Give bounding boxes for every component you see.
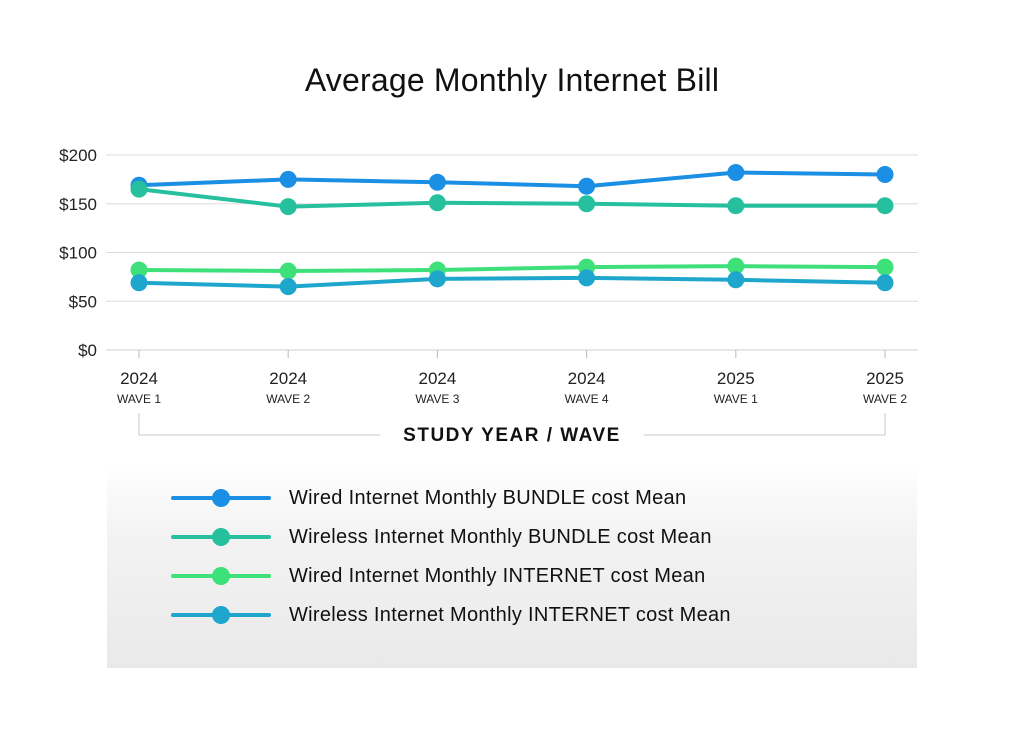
data-point [876, 274, 894, 292]
series-line [137, 187, 887, 209]
y-tick-label: $200 [59, 146, 97, 165]
data-point [428, 173, 446, 191]
x-tick-year-label: 2024 [269, 369, 307, 388]
data-point [279, 262, 297, 280]
data-point [727, 257, 745, 275]
data-point [876, 197, 894, 215]
x-tick-wave-label: WAVE 2 [863, 392, 907, 406]
chart-title: Average Monthly Internet Bill [304, 62, 720, 98]
x-tick-year-label: 2024 [120, 369, 158, 388]
x-axis-bracket-right [644, 413, 886, 436]
data-point [279, 278, 297, 296]
legend-item: Wired Internet Monthly BUNDLE cost Mean [171, 483, 686, 513]
legend-swatch [171, 600, 271, 630]
data-point [130, 261, 148, 279]
y-tick-label: $100 [59, 244, 97, 263]
x-axis-title-group: STUDY YEAR / WAVE [138, 413, 886, 446]
series-3 [130, 257, 894, 280]
data-point [727, 164, 745, 182]
legend-swatch-marker [212, 567, 230, 585]
legend-swatch-marker [212, 606, 230, 624]
legend-label: Wired Internet Monthly BUNDLE cost Mean [289, 486, 687, 509]
data-point [876, 166, 894, 183]
legend-label: Wired Internet Monthly INTERNET cost Mea… [289, 564, 706, 587]
data-point [578, 269, 596, 287]
legend-swatch [171, 561, 271, 591]
data-point [130, 180, 148, 198]
data-point [578, 177, 596, 195]
data-point [428, 270, 446, 288]
legend-swatch [171, 483, 271, 513]
data-point [279, 170, 297, 188]
legend: Wired Internet Monthly BUNDLE cost Mean W… [107, 462, 917, 668]
data-point [130, 274, 148, 292]
x-tick-wave-label: WAVE 1 [117, 392, 161, 406]
y-tick-label: $50 [69, 292, 97, 311]
series-line [137, 170, 887, 189]
data-point [279, 198, 297, 216]
data-point [578, 195, 596, 213]
data-point [428, 194, 446, 212]
series-4 [130, 269, 894, 296]
series-1 [130, 164, 894, 195]
series-line [137, 264, 887, 274]
x-axis-bracket-left [138, 413, 380, 436]
series-layer [130, 164, 894, 296]
data-point [727, 197, 745, 215]
legend-swatch-marker [212, 489, 230, 507]
x-tick-wave-label: WAVE 3 [415, 392, 459, 406]
x-tick-wave-label: WAVE 4 [565, 392, 609, 406]
axes: $0 $50 $100 $150 $200 2024 WAVE 1 2024 WAVE 2 202… [59, 146, 907, 406]
legend-swatch [171, 522, 271, 552]
data-point [876, 258, 894, 276]
x-tick-wave-label: WAVE 2 [266, 392, 310, 406]
x-tick-wave-label: WAVE 1 [714, 392, 758, 406]
x-tick-year-label: 2025 [866, 369, 904, 388]
legend-label: Wireless Internet Monthly INTERNET cost … [289, 603, 731, 626]
series-2 [130, 180, 894, 216]
x-tick-year-label: 2024 [418, 369, 456, 388]
x-axis-title: STUDY YEAR / WAVE [403, 425, 621, 446]
legend-label: Wireless Internet Monthly BUNDLE cost Me… [289, 525, 712, 548]
y-tick-label: $0 [78, 341, 97, 360]
legend-item: Wireless Internet Monthly BUNDLE cost Me… [171, 522, 712, 552]
legend-item: Wireless Internet Monthly INTERNET cost … [171, 600, 731, 630]
legend-swatch-marker [212, 528, 230, 546]
series-line [137, 275, 887, 289]
y-tick-label: $150 [59, 195, 97, 214]
x-tick-year-label: 2024 [568, 369, 606, 388]
data-point [727, 271, 745, 289]
legend-item: Wired Internet Monthly INTERNET cost Mea… [171, 561, 706, 591]
x-tick-year-label: 2025 [717, 369, 755, 388]
